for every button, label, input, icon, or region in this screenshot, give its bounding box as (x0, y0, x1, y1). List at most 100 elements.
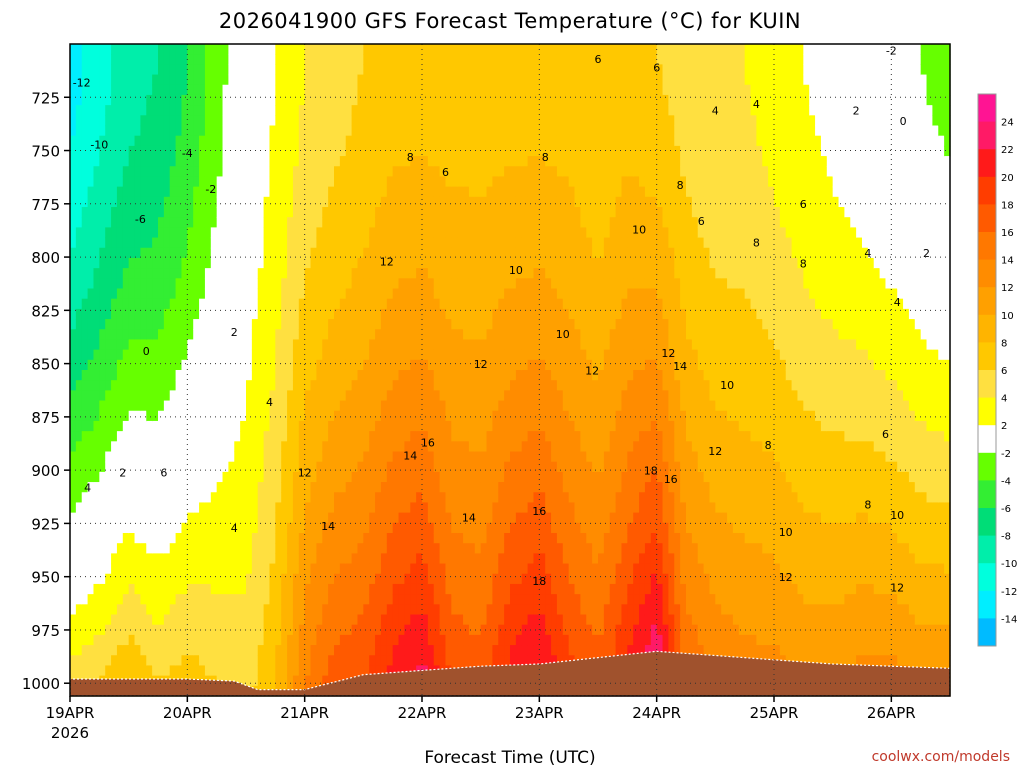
temperature-cell (515, 298, 523, 310)
temperature-cell (463, 461, 470, 473)
temperature-cell (416, 634, 423, 646)
temperature-cell (515, 604, 523, 616)
temperature-cell (204, 634, 212, 646)
temperature-cell (322, 563, 329, 575)
temperature-cell (105, 257, 112, 269)
temperature-cell (287, 400, 294, 412)
temperature-cell (439, 84, 447, 96)
temperature-cell (216, 237, 224, 249)
temperature-cell (70, 44, 77, 55)
temperature-cell (263, 115, 271, 127)
temperature-cell (187, 665, 194, 677)
temperature-cell (240, 594, 247, 605)
temperature-cell (111, 655, 118, 667)
temperature-cell (304, 349, 312, 361)
temperature-cell (404, 125, 411, 137)
temperature-cell (210, 94, 218, 106)
temperature-cell (128, 257, 136, 269)
temperature-cell (304, 84, 312, 96)
temperature-cell (181, 186, 188, 198)
temperature-cell (369, 553, 376, 565)
temperature-cell (152, 665, 159, 677)
temperature-cell (510, 441, 517, 453)
temperature-cell (152, 186, 159, 198)
temperature-cell (416, 543, 423, 554)
temperature-cell (422, 339, 429, 351)
temperature-cell (292, 370, 300, 381)
temperature-cell (116, 400, 124, 412)
temperature-cell (93, 390, 100, 402)
temperature-cell (93, 44, 100, 55)
temperature-cell (334, 247, 341, 259)
temperature-cell (263, 624, 271, 636)
temperature-cell (152, 156, 159, 167)
temperature-cell (521, 44, 529, 55)
temperature-cell (152, 400, 159, 412)
temperature-cell (521, 349, 529, 361)
temperature-cell (105, 431, 112, 442)
temperature-cell (486, 583, 493, 595)
temperature-cell (204, 573, 212, 585)
temperature-cell (310, 207, 317, 218)
temperature-cell (111, 420, 118, 432)
temperature-cell (134, 543, 141, 554)
temperature-cell (369, 115, 376, 127)
temperature-cell (240, 44, 247, 55)
temperature-cell (357, 553, 364, 565)
temperature-cell (510, 370, 517, 381)
temperature-cell (152, 512, 159, 524)
temperature-cell (510, 655, 517, 667)
temperature-cell (480, 237, 488, 249)
temperature-cell (298, 125, 306, 137)
temperature-cell (105, 135, 112, 147)
temperature-cell (521, 553, 529, 565)
temperature-cell (152, 54, 159, 65)
temperature-cell (404, 431, 411, 442)
temperature-cell (99, 288, 106, 300)
temperature-cell (181, 217, 188, 228)
temperature-cell (93, 380, 100, 391)
temperature-cell (386, 543, 394, 554)
temperature-cell (292, 319, 300, 330)
temperature-cell (222, 186, 229, 198)
temperature-cell (486, 176, 493, 188)
temperature-cell (474, 410, 482, 422)
temperature-cell (310, 441, 317, 453)
temperature-cell (263, 441, 271, 453)
temperature-cell (398, 186, 405, 198)
temperature-cell (427, 533, 435, 544)
temperature-cell (134, 54, 141, 65)
temperature-cell (87, 512, 95, 524)
temperature-cell (451, 156, 458, 167)
temperature-cell (140, 410, 147, 422)
temperature-cell (275, 543, 282, 554)
temperature-cell (204, 94, 212, 106)
temperature-cell (422, 390, 429, 402)
temperature-cell (269, 604, 276, 616)
temperature-cell (234, 533, 241, 544)
temperature-cell (492, 247, 499, 259)
temperature-cell (199, 125, 206, 137)
temperature-cell (281, 308, 288, 320)
temperature-cell (163, 553, 171, 565)
temperature-cell (169, 135, 177, 147)
temperature-cell (433, 604, 441, 616)
temperature-cell (234, 74, 241, 86)
temperature-cell (334, 431, 341, 442)
temperature-cell (375, 604, 382, 616)
temperature-cell (75, 573, 83, 585)
temperature-cell (345, 166, 353, 178)
temperature-cell (351, 74, 359, 86)
temperature-cell (193, 512, 200, 524)
temperature-cell (498, 461, 505, 473)
temperature-cell (521, 543, 529, 554)
temperature-cell (146, 54, 153, 65)
temperature-cell (181, 471, 188, 483)
temperature-cell (474, 441, 482, 453)
temperature-cell (228, 84, 235, 96)
temperature-cell (128, 380, 136, 391)
temperature-cell (251, 339, 259, 351)
temperature-cell (246, 125, 253, 137)
temperature-cell (134, 420, 141, 432)
temperature-cell (486, 74, 493, 86)
